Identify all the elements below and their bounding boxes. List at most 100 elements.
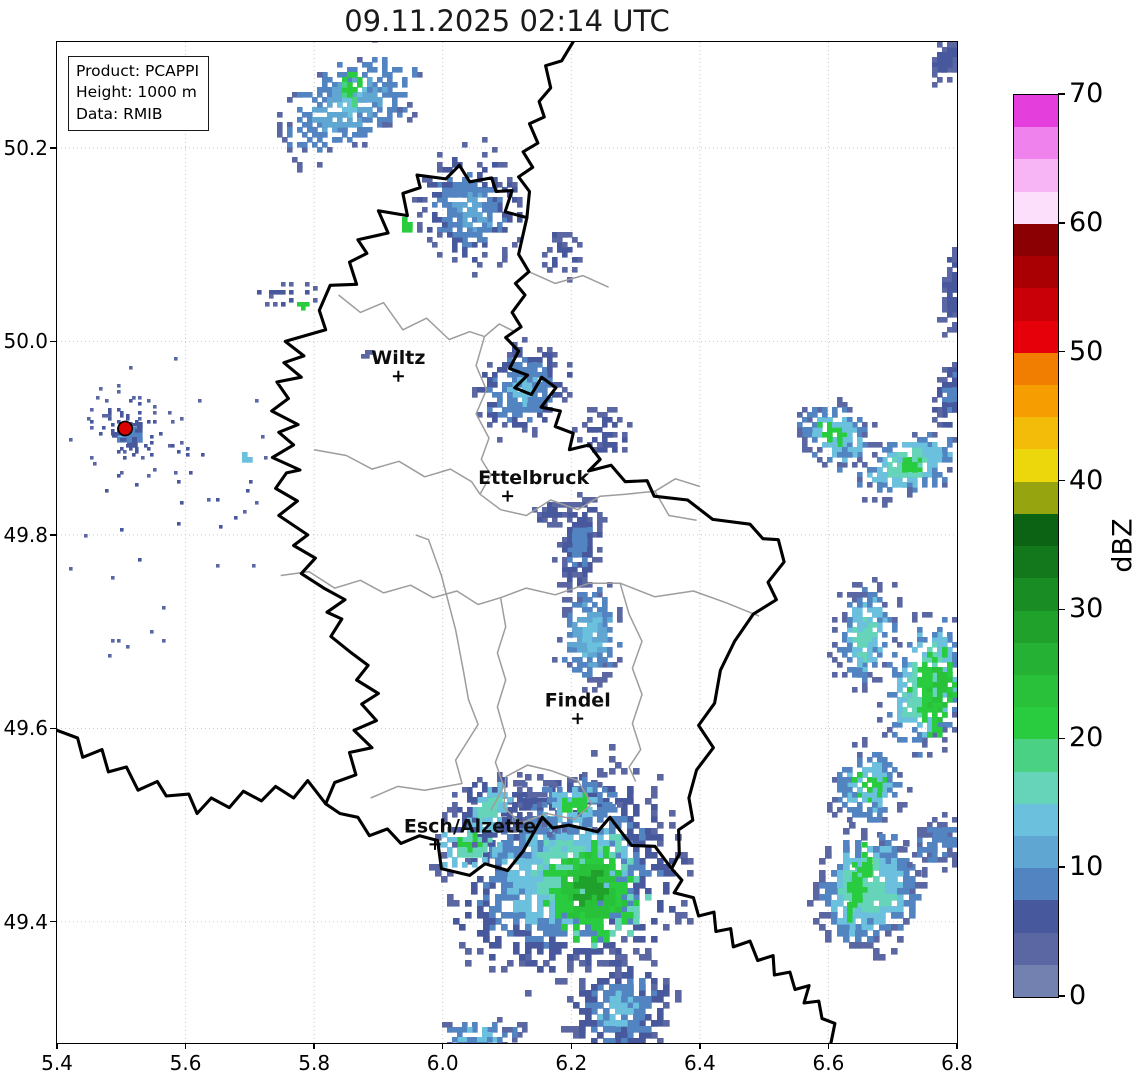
radar-pixel (909, 912, 916, 919)
radar-pixel (887, 727, 893, 733)
radar-pixel (882, 477, 888, 483)
radar-pixel (552, 257, 558, 263)
radar-pixel (897, 782, 903, 788)
radar-pixel (561, 876, 568, 883)
radar-pixel (907, 687, 913, 693)
radar-pixel (609, 930, 616, 937)
radar-pixel (942, 727, 948, 733)
radar-pixel (537, 362, 543, 368)
radar-pixel (372, 102, 378, 108)
radar-pixel (847, 782, 853, 788)
radar-pixel (573, 1032, 580, 1039)
radar-pixel (512, 1037, 518, 1043)
radar-pixel (382, 92, 388, 98)
radar-pixel (525, 822, 532, 829)
radar-pixel (607, 582, 613, 588)
radar-pixel (852, 797, 858, 803)
radar-pixel (602, 417, 608, 423)
radar-pixel (582, 672, 588, 678)
radar-pixel (347, 92, 353, 98)
radar-pixel (432, 217, 438, 223)
radar-pixel (932, 482, 938, 488)
radar-pixel (587, 537, 593, 543)
radar-pixel (573, 936, 580, 943)
radar-pixel (587, 547, 593, 553)
radar-pixel (502, 247, 508, 253)
radar-pixel (615, 816, 622, 823)
radar-pixel (487, 827, 493, 833)
radar-pixel (891, 924, 898, 931)
radar-pixel (579, 1032, 586, 1039)
radar-pixel (897, 802, 903, 808)
radar-pixel (382, 72, 388, 78)
radar-pixel (645, 894, 652, 901)
radar-pixel (457, 842, 463, 848)
radar-pixel (582, 652, 588, 658)
radar-pixel (462, 1022, 468, 1028)
radar-pixel (517, 787, 523, 793)
radar-pixel (342, 92, 348, 98)
radar-pixel (512, 402, 518, 408)
radar-pixel (577, 807, 583, 813)
radar-pixel (885, 906, 892, 913)
radar-pixel (442, 817, 448, 823)
radar-pixel (867, 817, 873, 823)
radar-pixel (442, 217, 448, 223)
radar-pixel (597, 642, 603, 648)
radar-pixel (927, 697, 933, 703)
radar-pixel (837, 864, 844, 871)
radar-pixel (879, 852, 886, 859)
radar-pixel (855, 846, 862, 853)
radar-pixel (457, 217, 463, 223)
radar-pixel (501, 870, 508, 877)
radar-pixel (872, 662, 878, 668)
radar-pixel (621, 906, 628, 913)
radar-pixel (857, 762, 863, 768)
radar-pixel (603, 1020, 610, 1027)
radar-pixel (907, 462, 913, 468)
radar-pixel (917, 737, 923, 743)
radar-pixel (915, 870, 922, 877)
radar-pixel (882, 497, 888, 503)
radar-pixel (872, 807, 878, 813)
radar-pixel (832, 797, 838, 803)
radar-pixel (837, 888, 844, 895)
radar-pixel (873, 888, 880, 895)
radar-pixel (932, 712, 938, 718)
radar-pixel (452, 162, 458, 168)
radar-pixel (462, 1042, 468, 1043)
radar-pixel (547, 352, 553, 358)
radar-pixel (591, 858, 598, 865)
radar-pixel (907, 642, 913, 648)
radar-pixel (837, 930, 844, 937)
radar-pixel (492, 787, 498, 793)
radar-pixel (557, 502, 563, 508)
radar-pixel (467, 187, 473, 193)
radar-pixel (843, 876, 850, 883)
radar-pixel (532, 407, 538, 413)
radar-pixel (527, 812, 533, 818)
radar-pixel (457, 232, 463, 238)
radar-pixel (572, 572, 578, 578)
radar-pixel (882, 482, 888, 488)
radar-pixel (512, 387, 518, 393)
radar-pixel (892, 637, 898, 643)
radar-pixel (447, 870, 454, 877)
radar-pixel (537, 402, 543, 408)
radar-pixel (497, 202, 503, 208)
radar-pixel (852, 872, 858, 878)
radar-pixel (549, 930, 556, 937)
radar-pixel (922, 477, 928, 483)
radar-pixel (891, 912, 898, 919)
radar-pixel (927, 457, 933, 463)
radar-pixel (495, 906, 502, 913)
radar-pixel (897, 772, 903, 778)
radar-pixel (891, 906, 898, 913)
radar-pixel (591, 876, 598, 883)
radar-pixel (633, 894, 640, 901)
radar-pixel (615, 1026, 622, 1033)
radar-pixel (572, 532, 578, 538)
radar-pixel (557, 797, 563, 803)
radar-pixel (567, 966, 574, 973)
